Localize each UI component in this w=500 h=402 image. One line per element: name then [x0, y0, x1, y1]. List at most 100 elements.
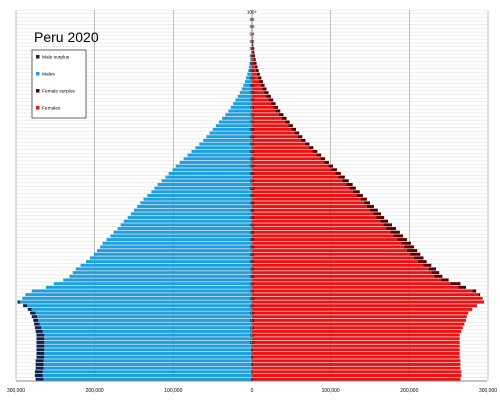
- bar-males-age-39: [110, 234, 253, 238]
- bar-females-age-47: [252, 205, 367, 209]
- bar-females-age-76: [252, 98, 269, 102]
- bar-female-surplus-age-33: [414, 256, 424, 260]
- legend-label: Females: [42, 106, 61, 112]
- bar-females-age-17: [252, 315, 467, 319]
- bar-females-age-3: [252, 366, 461, 370]
- bar-females-age-14: [252, 326, 463, 330]
- bar-females-age-40: [252, 230, 391, 234]
- bar-males-age-85: [249, 65, 252, 69]
- bar-females-age-81: [252, 80, 260, 84]
- bar-males-age-66: [206, 135, 252, 139]
- age-tick-label: 44: [249, 215, 255, 220]
- age-tick-label: 28: [249, 274, 255, 279]
- bar-male-surplus-age-19: [27, 307, 32, 311]
- bar-males-age-12: [44, 333, 252, 337]
- bar-female-surplus-age-72: [278, 113, 284, 117]
- bar-females-age-42: [252, 223, 384, 227]
- bar-females-age-83: [252, 72, 257, 76]
- age-tick-label: 46: [249, 208, 255, 213]
- bar-males-age-15: [39, 322, 252, 326]
- age-tick-label: 30: [249, 267, 255, 272]
- age-tick-label: 38: [249, 237, 255, 242]
- bar-female-surplus-age-30: [428, 267, 437, 271]
- bar-females-age-33: [252, 256, 415, 260]
- x-tick-label: 100,000: [164, 388, 182, 394]
- age-tick-label: 66: [249, 134, 255, 139]
- bar-females-age-46: [252, 208, 370, 212]
- bar-female-surplus-age-65: [300, 138, 306, 142]
- grid: [15, 9, 489, 382]
- bar-males-age-0: [43, 377, 253, 381]
- bar-female-surplus-age-42: [383, 223, 393, 227]
- bar-female-surplus-age-38: [397, 238, 407, 242]
- bar-males-age-73: [228, 109, 252, 113]
- bar-males-age-26: [53, 282, 253, 286]
- bar-female-surplus-age-28: [434, 274, 443, 278]
- bar-females-age-57: [252, 168, 332, 172]
- bar-male-surplus-age-8: [36, 348, 45, 352]
- bar-females-age-38: [252, 238, 398, 242]
- bar-male-surplus-age-12: [36, 333, 45, 337]
- bar-males-age-41: [117, 227, 252, 231]
- bar-males-age-6: [44, 355, 252, 359]
- bar-female-surplus-age-87: [253, 58, 256, 62]
- bar-males-age-24: [31, 289, 252, 293]
- bar-female-surplus-age-41: [386, 227, 396, 231]
- age-tick-labels: 0246810121416182022242628303234363840424…: [247, 9, 258, 381]
- age-tick-label: 32: [249, 259, 255, 264]
- bar-females-age-73: [252, 109, 276, 113]
- x-tick-label: 300,000: [7, 388, 25, 394]
- bar-male-surplus-age-17: [31, 315, 38, 319]
- age-tick-label: 2: [251, 369, 254, 374]
- bar-males-age-76: [235, 98, 252, 102]
- legend-label: Female surplus: [42, 89, 75, 95]
- bar-males-age-28: [69, 274, 252, 278]
- bar-female-surplus-age-40: [390, 230, 400, 234]
- bar-female-surplus-age-24: [472, 289, 477, 293]
- bar-females-age-90: [252, 47, 253, 51]
- bar-females-age-43: [252, 219, 381, 223]
- bar-female-surplus-age-55: [338, 175, 345, 179]
- bar-males-age-49: [143, 197, 252, 201]
- bar-female-surplus-age-23: [478, 293, 481, 297]
- age-tick-label: 10: [249, 340, 255, 345]
- bar-males-age-27: [63, 278, 253, 282]
- bar-male-surplus-age-10: [36, 340, 45, 344]
- bar-males-age-74: [230, 105, 252, 109]
- bar-females-age-26: [252, 282, 451, 286]
- age-tick-label: 8: [251, 347, 254, 352]
- bar-female-surplus-age-49: [360, 197, 367, 201]
- bar-females-age-78: [252, 91, 265, 95]
- bar-males-age-45: [130, 212, 252, 216]
- bar-female-surplus-age-67: [294, 131, 300, 135]
- bar-male-surplus-age-14: [34, 326, 42, 330]
- legend-swatch: [36, 89, 40, 93]
- age-tick-label: 36: [249, 245, 255, 250]
- bar-female-surplus-age-86: [254, 61, 257, 65]
- bar-male-surplus-age-0: [35, 377, 44, 381]
- bar-female-surplus-age-37: [401, 241, 411, 245]
- bar-female-surplus-age-60: [320, 157, 326, 161]
- age-tick-label: 34: [249, 252, 255, 257]
- bar-males-age-35: [97, 249, 252, 253]
- legend-box: [31, 49, 87, 119]
- bar-female-surplus-age-73: [275, 109, 281, 113]
- bar-males-age-31: [80, 263, 252, 267]
- bar-males-age-13: [42, 329, 252, 333]
- bar-males-age-80: [243, 83, 252, 87]
- bar-female-surplus-age-44: [376, 216, 385, 220]
- bar-females-age-68: [252, 127, 292, 131]
- bar-females-age-88: [252, 54, 254, 58]
- age-tick-label: 42: [249, 222, 255, 227]
- age-tick-label: 84: [249, 68, 255, 73]
- bar-male-surplus-age-15: [34, 322, 40, 326]
- bar-females-age-50: [252, 194, 357, 197]
- bar-females-age-35: [252, 249, 407, 253]
- bar-females-age-29: [252, 271, 432, 275]
- bar-females-age-86: [252, 61, 255, 65]
- bar-males-age-11: [44, 337, 252, 341]
- age-tick-label: 76: [249, 98, 255, 103]
- bar-female-surplus-age-90: [252, 47, 254, 51]
- bar-females-age-4: [252, 362, 461, 366]
- bar-female-surplus-age-85: [254, 65, 258, 69]
